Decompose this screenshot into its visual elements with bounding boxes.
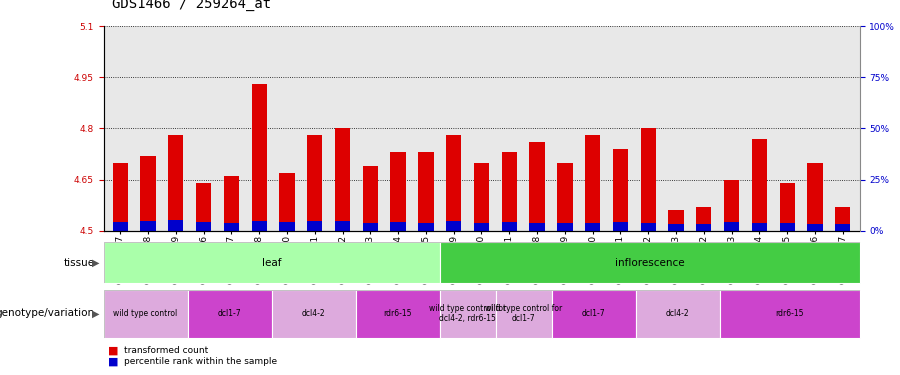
Bar	[613, 149, 628, 231]
Bar	[529, 223, 544, 231]
Bar	[835, 207, 850, 231]
Bar	[446, 135, 462, 231]
Bar	[724, 180, 739, 231]
Bar	[835, 225, 850, 231]
Bar	[363, 223, 378, 231]
Bar	[529, 142, 544, 231]
Text: dcl1-7: dcl1-7	[218, 309, 241, 318]
Bar	[335, 221, 350, 231]
Bar	[474, 162, 489, 231]
Bar	[439, 290, 496, 338]
Bar	[224, 223, 239, 231]
Bar	[752, 223, 767, 231]
Bar	[779, 183, 795, 231]
Bar	[557, 223, 572, 231]
Bar	[391, 152, 406, 231]
Bar	[307, 221, 322, 231]
Bar	[251, 221, 266, 231]
Bar	[279, 173, 294, 231]
Text: transformed count: transformed count	[124, 346, 209, 355]
Bar	[272, 290, 356, 338]
Bar	[641, 129, 656, 231]
Text: dcl4-2: dcl4-2	[666, 309, 689, 318]
Bar	[356, 290, 439, 338]
Bar	[196, 222, 211, 231]
Bar	[104, 290, 187, 338]
Bar	[187, 290, 272, 338]
Text: leaf: leaf	[262, 258, 281, 267]
Text: ▶: ▶	[92, 309, 99, 318]
Text: genotype/variation: genotype/variation	[0, 309, 94, 318]
Bar	[724, 222, 739, 231]
Bar	[104, 290, 860, 338]
Bar	[140, 221, 156, 231]
Bar	[697, 207, 712, 231]
Text: rdr6-15: rdr6-15	[383, 309, 412, 318]
Bar	[307, 135, 322, 231]
Text: ▶: ▶	[92, 258, 99, 267]
Bar	[697, 225, 712, 231]
Bar	[474, 223, 489, 231]
Bar	[112, 222, 128, 231]
Bar	[669, 210, 684, 231]
Text: ■: ■	[108, 357, 119, 367]
Bar	[552, 290, 635, 338]
Text: tissue: tissue	[63, 258, 94, 267]
Text: ■: ■	[108, 346, 119, 355]
Bar	[585, 135, 600, 231]
Bar	[140, 156, 156, 231]
Bar	[635, 290, 719, 338]
Bar	[585, 223, 600, 231]
Bar	[335, 129, 350, 231]
Text: percentile rank within the sample: percentile rank within the sample	[124, 357, 277, 366]
Text: dcl1-7: dcl1-7	[581, 309, 606, 318]
Bar	[168, 220, 184, 231]
Bar	[439, 242, 860, 283]
Bar	[501, 152, 517, 231]
Text: rdr6-15: rdr6-15	[775, 309, 804, 318]
Text: GDS1466 / 259264_at: GDS1466 / 259264_at	[112, 0, 272, 11]
Bar	[112, 162, 128, 231]
Bar	[496, 290, 552, 338]
Text: inflorescence: inflorescence	[615, 258, 684, 267]
Bar	[719, 290, 860, 338]
Text: wild type control for
dcl1-7: wild type control for dcl1-7	[485, 304, 562, 323]
Bar	[807, 162, 823, 231]
Bar	[224, 176, 239, 231]
Bar	[104, 242, 860, 283]
Bar	[418, 223, 434, 231]
Bar	[363, 166, 378, 231]
Bar	[418, 152, 434, 231]
Bar	[391, 222, 406, 231]
Bar	[807, 225, 823, 231]
Bar	[168, 135, 184, 231]
Bar	[641, 223, 656, 231]
Bar	[752, 139, 767, 231]
Bar	[779, 223, 795, 231]
Bar	[446, 221, 462, 231]
Bar	[613, 222, 628, 231]
Bar	[669, 225, 684, 231]
Bar	[557, 162, 572, 231]
Text: wild type control: wild type control	[113, 309, 177, 318]
Bar	[279, 222, 294, 231]
Bar	[104, 242, 439, 283]
Bar	[501, 222, 517, 231]
Bar	[196, 183, 211, 231]
Bar	[251, 84, 266, 231]
Text: dcl4-2: dcl4-2	[302, 309, 325, 318]
Text: wild type control for
dcl4-2, rdr6-15: wild type control for dcl4-2, rdr6-15	[429, 304, 506, 323]
